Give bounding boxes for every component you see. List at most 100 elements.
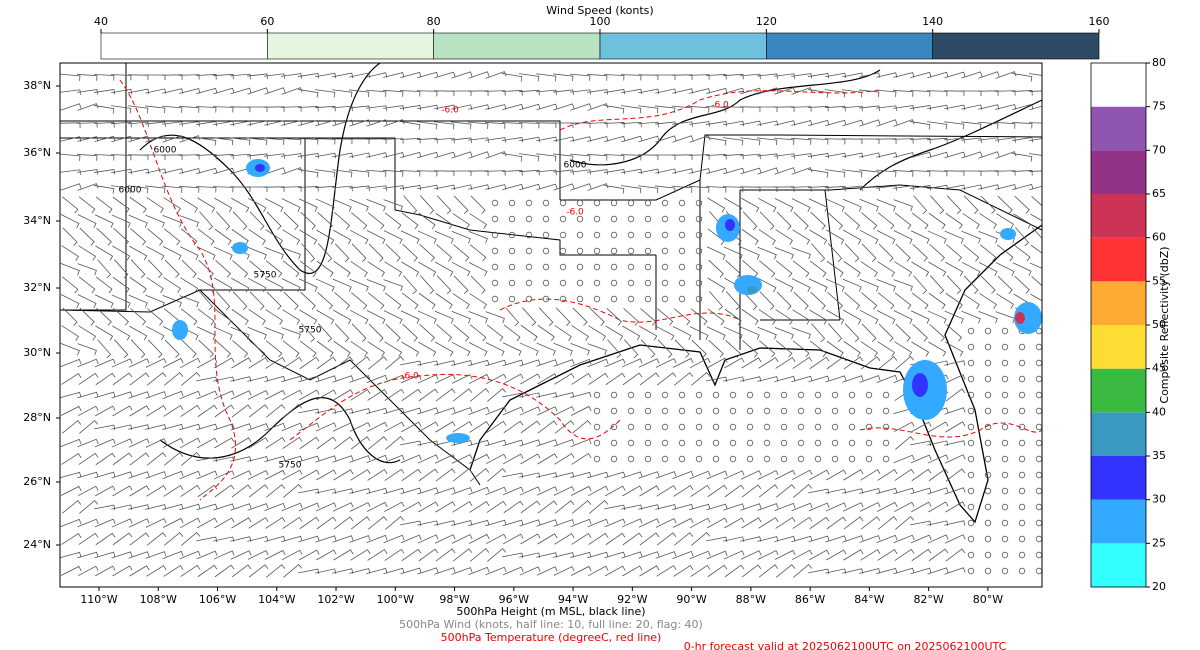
wind-barb (807, 138, 829, 145)
wind-barb (334, 243, 350, 263)
wind-barb (757, 246, 777, 260)
wind-barb (571, 500, 592, 514)
calm-wind (1035, 551, 1042, 559)
wind-barb (843, 356, 864, 370)
wind-barb (826, 516, 847, 530)
wind-barb (111, 358, 133, 368)
wind-barb (264, 375, 286, 382)
wind-barb (197, 308, 215, 326)
wind-barb (809, 516, 830, 530)
calm-wind (508, 263, 516, 271)
wind-barb (62, 227, 78, 246)
wind-barb (264, 469, 286, 480)
calm-wind (1035, 535, 1042, 543)
wind-barb (418, 341, 437, 357)
wind-barb (451, 520, 473, 526)
wind-barb (672, 121, 693, 127)
lon-label: 86°W (795, 593, 825, 606)
wind-barb (215, 260, 231, 278)
wind-barb (333, 469, 354, 481)
wind-barb (655, 105, 676, 114)
wind-barb (691, 532, 711, 546)
wind-barb (656, 485, 677, 497)
wind-barb (214, 404, 235, 418)
wind-barb (265, 517, 286, 529)
lon-label: 94°W (558, 593, 588, 606)
calm-wind (593, 439, 601, 447)
wind-barb (401, 548, 422, 562)
calm-wind (678, 215, 686, 223)
wind-barb (469, 548, 490, 562)
calm-wind (848, 391, 856, 399)
wind-barb (468, 311, 488, 324)
calm-wind (984, 455, 992, 463)
wind-barb (978, 151, 1000, 159)
wind-barb (469, 421, 490, 433)
wind-barb (418, 421, 439, 433)
wind-barb (859, 309, 879, 325)
wind-barb (146, 485, 167, 497)
wind-barb (877, 356, 898, 370)
wind-barb (179, 517, 201, 529)
calm-wind (865, 423, 873, 431)
wind-barb (740, 153, 761, 160)
wind-barb (350, 356, 371, 370)
wind-barb (909, 170, 931, 177)
wind-barb (860, 356, 881, 370)
wind-barb (741, 484, 762, 498)
calm-wind (610, 407, 618, 415)
calm-wind (627, 407, 635, 415)
calm-wind (593, 407, 601, 415)
calm-wind (661, 215, 669, 223)
wind-barb (944, 454, 966, 464)
wind-barb (978, 231, 998, 244)
calm-wind (508, 215, 516, 223)
calm-wind (644, 407, 652, 415)
calm-wind (610, 263, 618, 271)
wind-barb (349, 375, 371, 383)
wind-barb (77, 169, 98, 175)
top-colorbar-label: Wind Speed (konts) (546, 4, 653, 17)
wind-barb (553, 552, 575, 558)
colorbar-tick-label: 120 (756, 15, 777, 28)
wind-barb (945, 501, 966, 513)
wind-barb (349, 309, 369, 325)
wind-barb (468, 439, 490, 446)
wind-barb (382, 138, 404, 144)
wind-barb (299, 516, 320, 530)
wind-barb (707, 517, 728, 529)
wind-barb (1015, 227, 1030, 247)
wind-barb (485, 311, 505, 324)
calm-wind (746, 391, 754, 399)
calm-wind (984, 551, 992, 559)
wind-barb (485, 151, 507, 159)
colorbar-tick-label: 30 (1152, 493, 1166, 506)
wind-barb (401, 261, 420, 277)
calm-wind (967, 439, 975, 447)
map-frame (59, 62, 1043, 588)
wind-barb (689, 121, 710, 127)
wind-barb (705, 154, 727, 160)
wind-barb (61, 373, 82, 385)
wind-barb (434, 71, 456, 79)
lon-label: 92°W (617, 593, 647, 606)
wind-barb (112, 245, 131, 261)
wind-barb (842, 502, 864, 512)
wind-barb (453, 275, 469, 294)
wind-barb (214, 357, 235, 369)
wind-barb (655, 518, 677, 528)
wind-barb (502, 183, 524, 190)
wind-barb (60, 183, 82, 191)
wind-barb (605, 372, 626, 386)
wind-barb (130, 339, 146, 359)
wind-barb (416, 137, 438, 144)
wind-barb (129, 276, 147, 294)
wind-barb (672, 135, 694, 143)
wind-barb (828, 243, 843, 263)
wind-barb (791, 278, 811, 293)
wind-barb (282, 340, 300, 358)
wind-barb (216, 291, 231, 311)
wind-barb (145, 551, 167, 559)
wind-barb (861, 243, 877, 262)
